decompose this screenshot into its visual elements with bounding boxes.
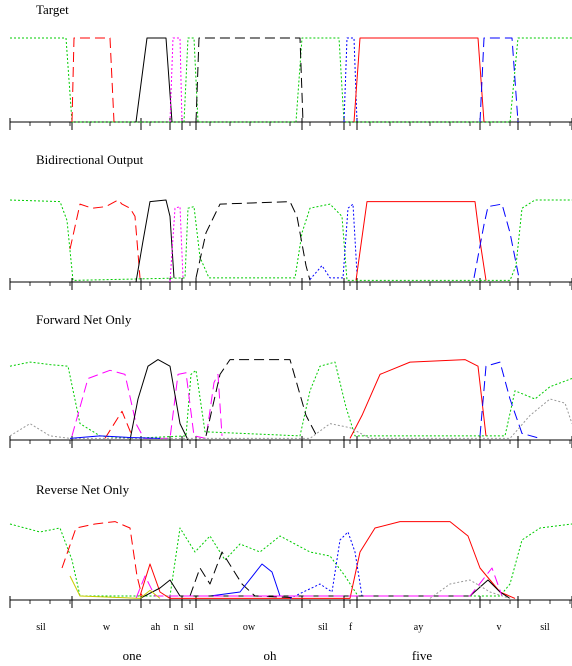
series-line-6: [355, 201, 487, 281]
series-line-5: [309, 203, 358, 280]
segment-label-8: ay: [414, 622, 423, 633]
panel-bidirectional-output: [9, 199, 572, 290]
series-line-7: [135, 567, 503, 599]
series-line-3: [169, 37, 183, 123]
series-line-2: [139, 521, 516, 599]
word-label-1: oh: [264, 648, 278, 663]
series-line-7: [479, 37, 519, 123]
series-line-4: [195, 201, 311, 281]
word-label-0: one: [123, 648, 142, 663]
series-line-1: [71, 369, 223, 439]
word-label-2: five: [412, 648, 432, 663]
panel-title-forward: Forward Net Only: [36, 312, 132, 327]
series-line-6: [9, 398, 572, 439]
series-line-3: [169, 206, 184, 283]
segment-label-7: f: [349, 622, 353, 633]
series-line-5: [479, 361, 541, 439]
segment-label-10: sil: [540, 622, 550, 633]
segment-label-3: n: [174, 622, 179, 633]
segment-label-4: sil: [184, 622, 194, 633]
segment-labels: sil w ah n sil ow sil f ay v sil: [36, 622, 550, 633]
segment-label-1: w: [103, 622, 111, 633]
series-line-1: [69, 199, 141, 278]
series-line-0: [9, 523, 572, 597]
panel-reverse-net-only: [9, 521, 572, 608]
series-line-7: [104, 410, 133, 439]
panel-title-reverse: Reverse Net Only: [36, 482, 130, 497]
panel-title-target: Target: [36, 2, 69, 17]
panel-title-bidirectional: Bidirectional Output: [36, 152, 144, 167]
segment-label-0: sil: [36, 622, 46, 633]
series-line-4: [349, 359, 487, 439]
series-line-6: [353, 37, 485, 123]
panel-forward-net-only: [9, 359, 572, 448]
series-line-7: [473, 203, 520, 278]
series-line-5: [289, 531, 363, 599]
series-line-0: [9, 199, 572, 281]
series-line-4: [195, 37, 304, 123]
series-line-0: [10, 37, 572, 123]
series-line-2: [135, 199, 175, 283]
series-line-2: [129, 359, 189, 441]
word-labels: one oh five: [123, 648, 433, 663]
segment-label-6: sil: [318, 622, 328, 633]
series-line-3: [189, 551, 296, 599]
segment-label-9: v: [497, 622, 502, 633]
series-line-1: [71, 37, 115, 123]
series-line-0: [9, 361, 572, 439]
series-line-4: [209, 563, 281, 597]
series-line-8: [69, 435, 161, 439]
series-line-9: [69, 575, 161, 599]
panel-target: [9, 37, 572, 130]
segment-label-2: ah: [151, 622, 160, 633]
series-line-3: [205, 359, 319, 439]
series-line-5: [343, 37, 358, 123]
segment-label-5: ow: [243, 622, 256, 633]
series-line-1: [61, 521, 143, 597]
series-line-2: [135, 37, 173, 123]
series-line-8: [429, 579, 511, 599]
